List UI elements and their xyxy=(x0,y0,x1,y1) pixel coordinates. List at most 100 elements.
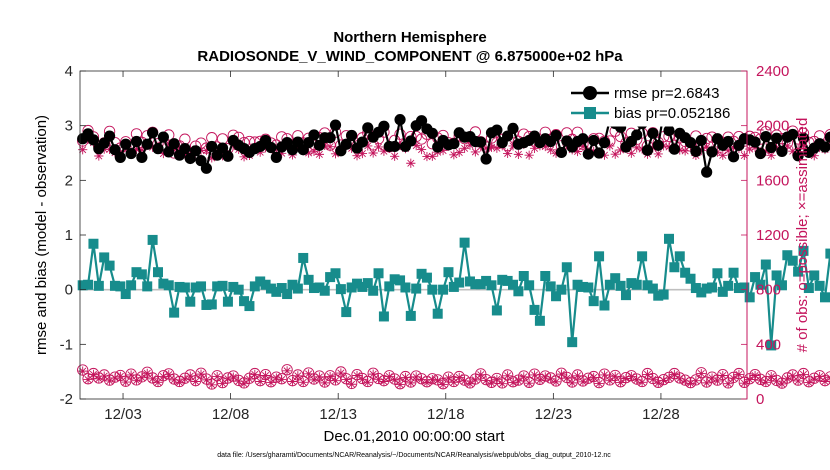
obs-assimilated-point xyxy=(347,379,357,389)
obs-assimilated-point xyxy=(508,141,518,151)
obs-assimilated-point xyxy=(589,372,599,383)
obs-assimilated-point xyxy=(551,377,561,387)
bias-point xyxy=(395,275,406,286)
obs-assimilated-point xyxy=(519,372,529,382)
obs-assimilated-point xyxy=(476,370,486,380)
bias-point xyxy=(93,280,104,291)
obs-assimilated-point xyxy=(739,378,749,388)
obs-assimilated-point xyxy=(94,374,104,384)
obs-assimilated-point xyxy=(766,150,776,160)
bias-point xyxy=(325,272,336,283)
obs-assimilated-point xyxy=(363,141,373,151)
obs-assimilated-point xyxy=(788,371,798,381)
rmse-point xyxy=(324,132,336,144)
obs-assimilated-point xyxy=(626,148,636,158)
rmse-point xyxy=(797,132,810,144)
bias-point xyxy=(572,279,583,290)
bias-point xyxy=(109,280,120,291)
bias-point xyxy=(642,280,653,291)
bias-point xyxy=(249,281,260,292)
obs-assimilated-point xyxy=(540,372,550,382)
obs-assimilated-point xyxy=(282,366,292,376)
obs-assimilated-point xyxy=(438,379,448,390)
rmse-point xyxy=(480,153,492,165)
obs-assimilated-point xyxy=(164,370,174,380)
obs-assimilated-point xyxy=(373,374,384,384)
obs-assimilated-point xyxy=(390,375,400,385)
bias-point xyxy=(308,283,319,294)
bias-point xyxy=(814,280,825,291)
obs-assimilated-point xyxy=(78,145,88,155)
obs-assimilated-point xyxy=(782,374,792,384)
obs-assimilated-point xyxy=(244,374,255,384)
obs-assimilated-point xyxy=(352,370,362,381)
rmse-point xyxy=(776,145,788,157)
obs-assimilated-point xyxy=(777,379,787,389)
obs-assimilated-point xyxy=(809,151,819,161)
obs-assimilated-point xyxy=(325,371,335,382)
obs-assimilated-point xyxy=(470,375,480,385)
obs-assimilated-point xyxy=(755,375,766,385)
obs-assimilated-point xyxy=(804,378,814,388)
bias-point xyxy=(561,262,572,273)
obs-assimilated-point xyxy=(169,145,179,155)
x-tick-label: 12/08 xyxy=(212,406,250,423)
bias-point xyxy=(239,296,250,307)
y-left-tick-label: 2 xyxy=(65,172,73,189)
rmse-point xyxy=(668,143,680,155)
bias-point xyxy=(115,281,126,292)
bias-point xyxy=(707,282,718,293)
bias-point xyxy=(196,281,207,292)
obs-assimilated-point xyxy=(615,378,626,388)
obs-assimilated-point xyxy=(470,147,480,157)
obs-assimilated-point xyxy=(104,376,115,386)
bias-point xyxy=(314,282,325,293)
chart-subtitle: RADIOSONDE_V_WIND_COMPONENT @ 6.875000e+… xyxy=(197,48,623,65)
bias-point xyxy=(99,252,110,263)
y-right-tick-label: 1600 xyxy=(756,172,789,189)
obs-assimilated-point xyxy=(271,373,281,383)
obs-assimilated-point xyxy=(718,370,728,381)
bias-point xyxy=(158,278,169,289)
rmse-point xyxy=(120,138,132,150)
obs-assimilated-point xyxy=(728,373,739,383)
bias-point xyxy=(136,269,147,280)
obs-assimilated-point xyxy=(142,368,152,378)
obs-assimilated-point xyxy=(503,371,513,381)
obs-assimilated-point xyxy=(212,371,222,382)
obs-assimilated-point xyxy=(788,146,798,156)
obs-assimilated-point xyxy=(659,375,669,386)
rmse-point xyxy=(507,122,519,134)
rmse-point xyxy=(727,151,740,163)
bias-point xyxy=(653,290,664,301)
bias-point xyxy=(384,281,395,292)
obs-assimilated-point xyxy=(234,376,244,386)
bias-point xyxy=(179,282,190,293)
obs-assimilated-point xyxy=(589,146,599,156)
rmse-point xyxy=(190,145,202,157)
obs-assimilated-point xyxy=(718,150,728,160)
bias-point xyxy=(540,271,551,281)
obs-assimilated-point xyxy=(320,378,330,388)
bias-point xyxy=(508,279,519,290)
obs-assimilated-point xyxy=(465,140,475,150)
y-left-tick-label: -1 xyxy=(60,336,73,353)
y-left-tick-label: 4 xyxy=(65,63,73,80)
bias-point xyxy=(126,280,137,291)
bias-point xyxy=(599,300,610,311)
bias-point xyxy=(744,292,755,303)
obs-assimilated-point xyxy=(696,368,706,379)
rmse-point xyxy=(168,138,180,150)
bias-point xyxy=(760,259,771,270)
rmse-point xyxy=(588,134,600,147)
obs-possible-point xyxy=(824,128,830,141)
bias-point xyxy=(335,284,346,295)
obs-assimilated-point xyxy=(815,371,825,382)
obs-assimilated-point xyxy=(546,145,556,155)
obs-assimilated-point xyxy=(481,143,491,153)
bias-point xyxy=(206,299,217,310)
bias-point xyxy=(669,262,680,273)
y-right-tick-label: 0 xyxy=(756,391,764,408)
rmse-point xyxy=(415,115,428,127)
obs-assimilated-point xyxy=(239,379,249,389)
